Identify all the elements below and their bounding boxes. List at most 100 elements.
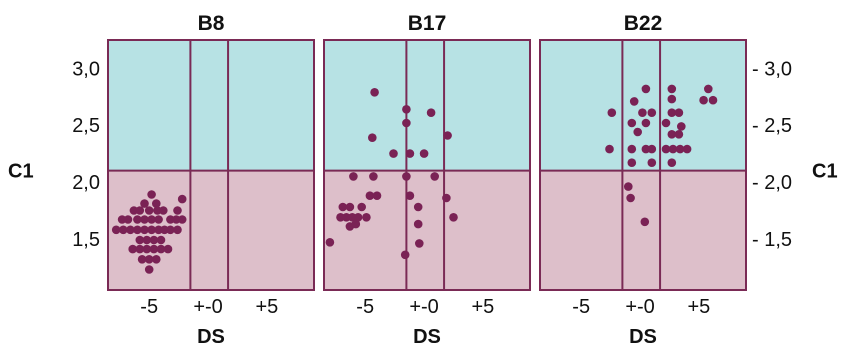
data-point [342,213,351,222]
data-point [402,105,411,114]
data-point [140,199,149,208]
data-point [147,190,156,199]
data-point [647,144,657,154]
data-point [405,191,415,200]
data-point [641,118,651,128]
data-point [708,95,718,105]
data-point [144,206,154,215]
data-point [442,193,451,203]
panel-border [539,39,747,291]
data-point [699,95,708,105]
data-point [135,244,145,254]
data-point [682,144,692,154]
data-point [626,193,635,203]
data-point [372,191,382,200]
data-point [173,225,182,235]
data-point [675,144,685,154]
data-point [153,206,162,215]
data-point [152,199,161,208]
panel-title: B8 [198,12,225,35]
data-point [142,244,152,254]
data-point [152,254,161,264]
panel-b8: B8 -5 +-0 +5 DS [107,12,315,348]
y-tick-label-right: - 3,0 [752,58,792,80]
data-point [156,244,166,254]
data-point [133,215,142,224]
y-tick-label-left: 2,0 [72,172,100,194]
data-point [629,97,639,106]
x-axis-label: DS [197,326,225,348]
data-point [137,254,147,264]
panel-title: B22 [624,12,663,35]
data-point [443,131,452,140]
data-point [111,225,121,235]
data-point [668,144,678,154]
data-point [677,122,686,131]
data-point [633,127,642,137]
data-point [119,225,128,235]
data-point [405,149,415,158]
data-point [667,130,677,139]
data-point [140,215,149,224]
y-axis-label-left: C1 [8,161,34,183]
data-point [345,202,355,212]
x-tick-label: +5 [688,296,711,318]
data-point [140,225,149,235]
data-point [667,84,677,94]
data-point [413,202,423,212]
data-point [627,158,637,167]
x-tick-label: -5 [140,296,158,318]
data-point [413,219,423,229]
data-point [641,84,651,94]
data-point [674,108,684,117]
panel-b22: B22 -5 +-0 +5 DS [539,12,747,348]
data-point [126,225,135,235]
data-point [661,144,671,154]
data-point [667,94,677,104]
data-point [389,149,398,158]
data-point [430,172,440,181]
data-point [166,215,175,224]
data-point [667,158,677,167]
lower-region [540,170,746,290]
x-tick-label: +-0 [193,296,222,318]
data-point [129,206,139,215]
data-point [123,215,133,224]
y-tick-label-left: 2,5 [72,115,100,137]
data-point [627,144,637,154]
data-point [638,108,647,117]
y-tick-label-right: - 2,0 [752,172,792,194]
data-point [142,235,152,245]
x-axis-label: DS [413,326,441,348]
data-point [419,149,429,158]
data-point [163,244,173,254]
y-axis-label-right: C1 [812,161,838,183]
data-point [357,202,367,212]
data-point [144,265,154,274]
data-point [154,215,163,224]
data-point [338,202,348,212]
data-point [402,118,411,128]
data-point [607,108,617,117]
data-point [177,215,187,224]
data-point [128,244,137,254]
y-tick-label-right: - 2,5 [752,115,792,137]
x-axis-label: DS [629,326,657,348]
x-tick-label: +5 [256,296,279,318]
y-tick-label-left: 3,0 [72,58,100,80]
data-point [605,144,614,154]
data-point [426,108,436,117]
x-tick-label: +-0 [625,296,654,318]
data-point [647,158,657,167]
data-point [647,108,657,117]
panel-b17: B17 -5 +-0 +5 DS [323,12,531,348]
data-point [704,84,713,94]
data-point [336,213,345,222]
data-point [641,144,651,154]
panel-border [107,39,315,291]
panel-border [323,39,531,291]
data-point [135,206,145,215]
data-point [159,206,168,215]
data-point [667,108,677,117]
